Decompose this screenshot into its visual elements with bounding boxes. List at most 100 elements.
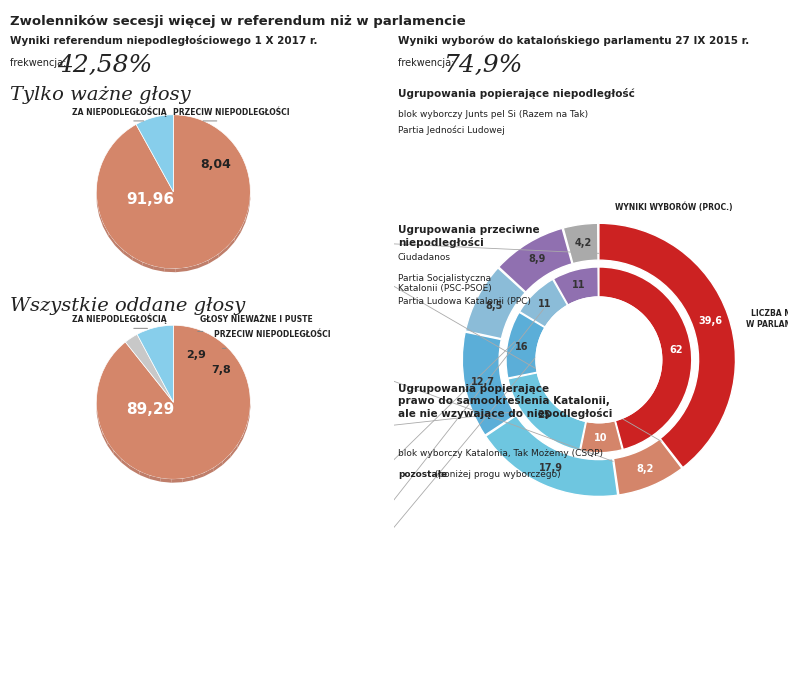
Text: 10: 10 — [594, 433, 608, 443]
Text: LICZBA MIEJSC
W PARLAMENCIE: LICZBA MIEJSC W PARLAMENCIE — [746, 309, 788, 329]
Polygon shape — [150, 475, 161, 481]
Circle shape — [536, 297, 662, 423]
Polygon shape — [123, 250, 132, 261]
Polygon shape — [103, 223, 108, 236]
Text: Partia Ludowa Katalonii (PPC): Partia Ludowa Katalonii (PPC) — [398, 297, 531, 306]
Polygon shape — [108, 233, 115, 246]
Polygon shape — [231, 445, 237, 457]
Text: GŁOSY NIEWAŻNE I PUSTE: GŁOSY NIEWAŻNE I PUSTE — [200, 316, 313, 325]
Text: 7,8: 7,8 — [211, 365, 231, 375]
Wedge shape — [581, 421, 623, 453]
Polygon shape — [132, 257, 143, 265]
Wedge shape — [519, 279, 567, 327]
Wedge shape — [563, 223, 598, 263]
Polygon shape — [204, 468, 214, 477]
Text: 8,9: 8,9 — [529, 254, 546, 264]
Text: ZA NIEPODLEGŁOŚCIĄ: ZA NIEPODLEGŁOŚCIĄ — [72, 107, 167, 117]
Polygon shape — [161, 478, 172, 483]
Text: 12,7: 12,7 — [471, 377, 495, 387]
Text: 8,5: 8,5 — [485, 301, 503, 311]
Polygon shape — [246, 208, 249, 222]
Text: 2,9: 2,9 — [187, 350, 206, 359]
Text: Partia Socjalistyczna
Katalonii (PSC-PSOE): Partia Socjalistyczna Katalonii (PSC-PSO… — [398, 274, 492, 293]
Wedge shape — [137, 325, 173, 402]
Polygon shape — [247, 414, 250, 428]
Polygon shape — [153, 266, 165, 272]
Polygon shape — [235, 229, 241, 242]
Polygon shape — [183, 477, 194, 482]
Polygon shape — [187, 265, 198, 271]
Polygon shape — [99, 212, 103, 226]
Wedge shape — [125, 334, 173, 402]
Text: 16: 16 — [515, 342, 529, 352]
Polygon shape — [218, 247, 227, 258]
Polygon shape — [198, 260, 209, 268]
Text: 62: 62 — [669, 345, 683, 354]
Wedge shape — [499, 228, 572, 292]
Polygon shape — [194, 473, 204, 480]
Text: 25: 25 — [537, 410, 551, 420]
Text: frekwencja:: frekwencja: — [398, 58, 458, 68]
Polygon shape — [121, 459, 130, 469]
Text: 39,6: 39,6 — [699, 316, 723, 327]
Text: Tylko ważne głosy: Tylko ważne głosy — [10, 86, 191, 105]
Text: WYNIKI WYBORÓW (PROC.): WYNIKI WYBORÓW (PROC.) — [615, 203, 733, 213]
Wedge shape — [96, 325, 251, 479]
Text: blok wyborczy Katalonia, Tak Możemy (CSQP): blok wyborczy Katalonia, Tak Możemy (CSQ… — [398, 449, 603, 458]
Wedge shape — [96, 115, 251, 269]
Text: 89,29: 89,29 — [126, 403, 174, 418]
Text: 91,96: 91,96 — [126, 192, 174, 207]
Text: frekwencja:: frekwencja: — [10, 58, 70, 68]
Polygon shape — [243, 425, 247, 439]
Polygon shape — [97, 411, 98, 425]
Text: 11: 11 — [572, 280, 585, 290]
Wedge shape — [614, 439, 682, 495]
Text: 11: 11 — [537, 299, 552, 309]
Polygon shape — [165, 268, 176, 272]
Text: 8,2: 8,2 — [636, 464, 653, 474]
Polygon shape — [237, 435, 243, 448]
Wedge shape — [463, 332, 515, 435]
Polygon shape — [227, 238, 235, 251]
Text: Zwolenników secesji więcej w referendum niż w parlamencie: Zwolenników secesji więcej w referendum … — [10, 15, 466, 28]
Text: Wyniki referendum niepodległościowego 1 X 2017 r.: Wyniki referendum niepodległościowego 1 … — [10, 35, 318, 46]
Text: blok wyborczy Junts pel Si (Razem na Tak): blok wyborczy Junts pel Si (Razem na Tak… — [398, 110, 588, 119]
Polygon shape — [113, 451, 121, 462]
Polygon shape — [176, 268, 187, 272]
Text: PRZECIW NIEPODLEGŁOŚCI: PRZECIW NIEPODLEGŁOŚCI — [173, 108, 289, 117]
Wedge shape — [508, 373, 585, 451]
Polygon shape — [249, 196, 251, 211]
Text: Wszystkie oddane głosy: Wszystkie oddane głosy — [10, 297, 246, 315]
Wedge shape — [136, 115, 173, 191]
Text: Ugrupowania popierające niepodległość: Ugrupowania popierające niepodległość — [398, 88, 635, 99]
Polygon shape — [214, 461, 223, 471]
Text: 74,9%: 74,9% — [444, 54, 523, 77]
Polygon shape — [223, 454, 231, 465]
Polygon shape — [250, 403, 251, 418]
Polygon shape — [115, 242, 123, 254]
Polygon shape — [97, 201, 99, 216]
Polygon shape — [98, 422, 102, 435]
Text: ZA NIEPODLEGŁOŚCIĄ: ZA NIEPODLEGŁOŚCIĄ — [72, 314, 167, 325]
Text: pozostałe: pozostałe — [398, 470, 447, 479]
Wedge shape — [485, 416, 618, 496]
Polygon shape — [139, 471, 150, 479]
Wedge shape — [599, 223, 735, 468]
Polygon shape — [102, 432, 107, 445]
Text: 17,9: 17,9 — [539, 463, 563, 473]
Polygon shape — [107, 442, 113, 454]
Wedge shape — [506, 312, 545, 378]
Text: (poniżej progu wyborczego): (poniżej progu wyborczego) — [432, 470, 560, 479]
Text: Wyniki wyborów do katalońskiego parlamentu 27 IX 2015 r.: Wyniki wyborów do katalońskiego parlamen… — [398, 35, 749, 45]
Polygon shape — [209, 255, 218, 263]
Polygon shape — [172, 479, 183, 483]
Text: Ugrupowania przeciwne
niepodległości: Ugrupowania przeciwne niepodległości — [398, 225, 540, 249]
Text: PRZECIW NIEPODLEGŁOŚCI: PRZECIW NIEPODLEGŁOŚCI — [214, 330, 331, 339]
Polygon shape — [130, 466, 139, 475]
Text: 8,04: 8,04 — [200, 158, 231, 171]
Text: Ugrupowania popierające
prawo do samookreślenia Katalonii,
ale nie wzywające do : Ugrupowania popierające prawo do samookr… — [398, 384, 612, 419]
Wedge shape — [466, 268, 525, 339]
Text: 42,58%: 42,58% — [57, 54, 152, 77]
Wedge shape — [553, 267, 598, 305]
Text: Ciudadanos: Ciudadanos — [398, 253, 451, 261]
